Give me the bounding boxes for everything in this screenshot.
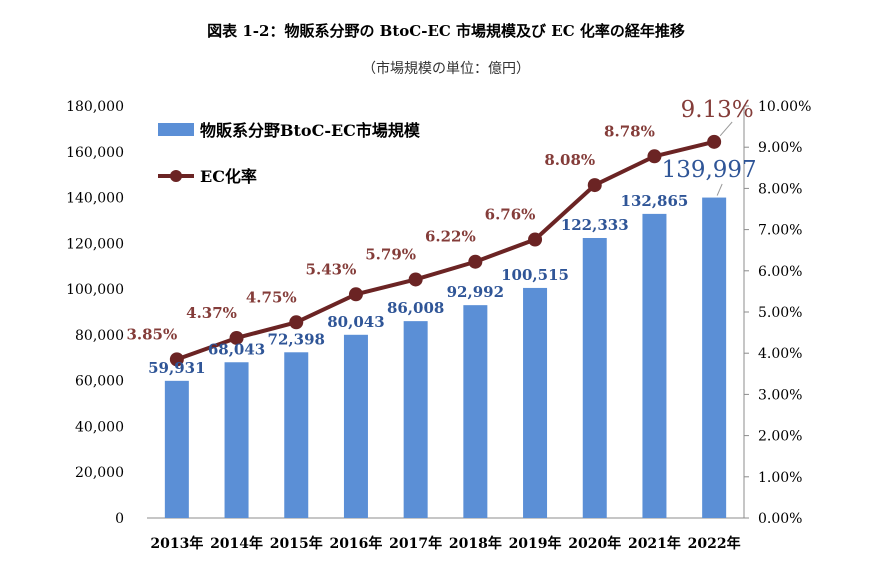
ec-rate-point xyxy=(468,254,483,269)
bar-value-label: 100,515 xyxy=(501,266,569,284)
y-right-tick-label: 2.00% xyxy=(758,429,802,445)
ec-rate-point xyxy=(229,330,244,345)
rate-value-label: 4.37% xyxy=(186,304,237,322)
rate-leader-line xyxy=(719,121,733,137)
ec-rate-line xyxy=(176,139,715,362)
legend-bar-swatch xyxy=(158,123,194,136)
x-tick-label: 2022年 xyxy=(688,535,741,552)
bar-value-label: 59,931 xyxy=(148,359,205,377)
x-tick-label: 2016年 xyxy=(329,535,382,552)
ec-rate-point xyxy=(587,178,602,193)
y-left-tick-label: 180,000 xyxy=(66,99,124,115)
bar-value-label: 132,865 xyxy=(621,192,689,210)
bar xyxy=(403,321,428,518)
x-tick-label: 2019年 xyxy=(509,535,562,552)
y-right-tick-label: 7.00% xyxy=(758,223,802,239)
bar xyxy=(523,287,548,518)
y-left-tick-label: 60,000 xyxy=(75,374,124,390)
bar xyxy=(343,334,368,518)
y-right-tick-label: 9.00% xyxy=(758,140,802,156)
ec-rate-point xyxy=(348,287,363,302)
y-right-tick-label: 4.00% xyxy=(758,346,802,362)
x-tick-label: 2015年 xyxy=(270,535,323,552)
rate-value-label: 6.22% xyxy=(425,228,476,246)
ec-rate-point xyxy=(647,149,662,164)
bar-leader-line xyxy=(716,183,723,196)
rate-value-label: 8.08% xyxy=(544,151,595,169)
y-left-tick-label: 100,000 xyxy=(66,282,124,298)
rate-value-label: 8.78% xyxy=(604,122,655,140)
y-left-tick-label: 0 xyxy=(115,511,124,527)
y-right-tick-label: 5.00% xyxy=(758,305,802,321)
bar xyxy=(224,362,249,518)
bar-value-label: 68,043 xyxy=(208,340,265,358)
rate-value-label: 5.79% xyxy=(365,245,416,263)
rate-value-label: 3.85% xyxy=(126,325,177,343)
y-right-tick-label: 6.00% xyxy=(758,264,802,280)
rate-value-label: 5.43% xyxy=(306,260,357,278)
y-left-tick-label: 120,000 xyxy=(66,236,124,252)
legend-bar-label: 物販系分野BtoC-EC市場規模 xyxy=(200,121,421,140)
x-tick-label: 2020年 xyxy=(568,535,621,552)
bar-value-label: 92,992 xyxy=(447,283,504,301)
chart-title: 図表 1-2：物販系分野の BtoC-EC 市場規模及び EC 化率の経年推移 xyxy=(207,22,685,40)
legend-line-marker xyxy=(170,170,182,182)
bar xyxy=(642,213,667,518)
bar xyxy=(702,197,727,518)
ec-rate-point xyxy=(528,232,543,247)
y-left-tick-label: 40,000 xyxy=(75,419,124,435)
x-tick-label: 2017年 xyxy=(389,535,442,552)
x-tick-label: 2021年 xyxy=(628,535,681,552)
bar-value-label: 86,008 xyxy=(387,299,444,317)
x-tick-label: 2014年 xyxy=(210,535,263,552)
ec-rate-point xyxy=(169,352,184,367)
bar-value-label: 122,333 xyxy=(561,216,629,234)
y-right-tick-label: 8.00% xyxy=(758,181,802,197)
y-left-tick-label: 160,000 xyxy=(66,145,124,161)
y-right-tick-label: 10.00% xyxy=(758,99,811,115)
legend-line-label: EC化率 xyxy=(200,167,257,186)
rate-value-label: 9.13% xyxy=(681,97,754,123)
x-tick-label: 2013年 xyxy=(150,535,203,552)
rate-value-label: 4.75% xyxy=(246,288,297,306)
bar-value-label: 72,398 xyxy=(268,330,325,348)
rate-value-label: 6.76% xyxy=(485,205,536,223)
y-left-tick-label: 140,000 xyxy=(66,191,124,207)
ec-rate-point xyxy=(289,315,304,330)
y-right-tick-label: 3.00% xyxy=(758,387,802,403)
x-tick-label: 2018年 xyxy=(449,535,502,552)
y-right-tick-label: 0.00% xyxy=(758,511,802,527)
y-right-tick-label: 1.00% xyxy=(758,470,802,486)
ec-rate-point xyxy=(707,134,722,149)
bar-value-label: 80,043 xyxy=(327,313,384,331)
y-left-tick-label: 20,000 xyxy=(75,465,124,481)
bar xyxy=(284,352,309,518)
bar xyxy=(164,380,189,518)
chart-subtitle: （市場規模の単位：億円） xyxy=(362,61,530,77)
bar-value-label: 139,997 xyxy=(662,157,757,183)
ec-rate-point xyxy=(408,272,423,287)
bar xyxy=(463,305,488,518)
y-left-tick-label: 80,000 xyxy=(75,328,124,344)
bar xyxy=(582,237,607,519)
